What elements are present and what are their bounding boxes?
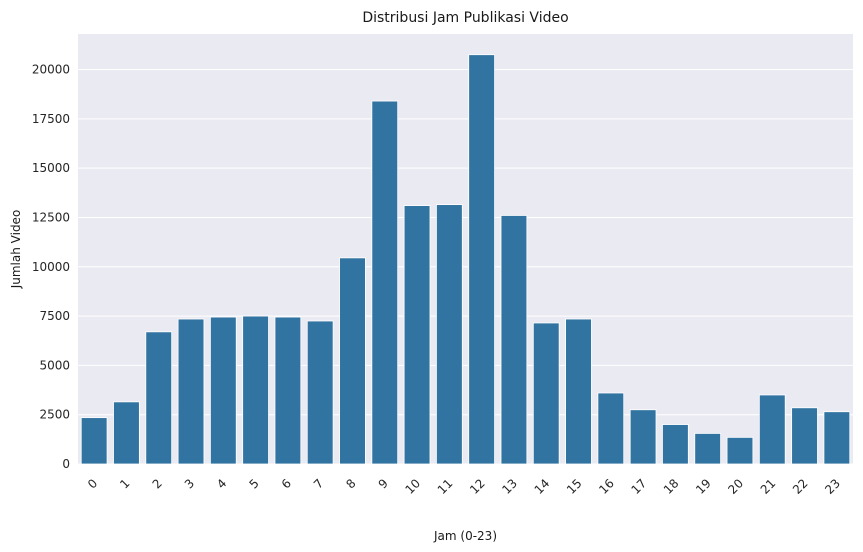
x-tick-label: 23 [822,476,843,497]
x-tick-label: 16 [596,476,617,497]
y-tick-label: 0 [62,457,70,471]
x-tick-label: 10 [402,476,423,497]
bar-hour-22 [791,407,818,465]
x-tick-labels: 0 1 2 3 4 5 6 7 8 9 10 11 12 13 14 15 16 17 18 19 20 21 22 23 [85,476,843,497]
bar-hour-7 [306,320,334,465]
x-tick-label: 1 [117,476,132,491]
x-tick-label: 13 [499,476,520,497]
x-tick-label: 11 [435,476,456,497]
bar-hour-2 [145,331,173,465]
plot-background [78,34,853,464]
chart-title: Distribusi Jam Publikasi Video [362,10,568,26]
bar-hour-17 [629,409,657,465]
y-tick-label: 10000 [32,260,70,274]
x-axis-label: Jam (0-23) [433,529,497,543]
y-tick-label: 12500 [32,210,70,224]
x-tick-label: 12 [467,476,488,497]
x-tick-label: 9 [376,476,391,491]
bar-hour-3 [177,318,205,465]
x-tick-label: 8 [343,476,358,491]
y-axis-label: Jumlah Video [9,210,23,290]
x-tick-label: 5 [246,476,261,491]
bar-hour-14 [532,322,560,465]
bar-hour-9 [371,100,399,465]
y-tick-label: 7500 [39,309,70,323]
bar-hour-1 [113,401,140,465]
x-tick-label: 17 [629,476,650,497]
x-tick-label: 14 [532,476,553,497]
bar-hour-11 [436,204,463,465]
bar-hour-13 [500,215,528,465]
x-tick-label: 22 [790,476,811,497]
x-tick-label: 7 [311,476,326,491]
bar-hour-20 [726,436,754,465]
bar-hour-18 [662,424,689,465]
x-tick-label: 20 [725,476,746,497]
bar-hour-0 [80,417,108,465]
bar-hour-21 [758,394,786,465]
bar-hour-19 [694,433,722,465]
x-tick-label: 0 [85,476,100,491]
x-tick-label: 18 [661,476,682,497]
x-tick-label: 4 [214,476,229,491]
y-tick-label: 15000 [32,161,70,175]
bar-hour-5 [242,315,269,465]
y-tick-label: 5000 [39,358,70,372]
grid-lines [78,69,853,465]
bars [80,54,851,465]
bar-hour-15 [565,318,592,465]
y-tick-label: 17500 [32,112,70,126]
y-tick-label: 20000 [32,63,70,77]
x-tick-label: 15 [564,476,585,497]
x-tick-label: 3 [182,476,197,491]
y-tick-label: 2500 [39,408,70,422]
bar-hour-16 [597,392,625,465]
x-tick-label: 19 [693,476,714,497]
x-tick-label: 2 [150,476,165,491]
x-tick-label: 6 [279,476,294,491]
bar-hour-8 [339,257,366,465]
bar-hour-10 [403,205,431,465]
y-tick-labels: 0 2500 5000 7500 10000 12500 15000 17500 20000 [32,63,70,471]
bar-hour-12 [468,54,495,465]
bar-hour-6 [274,316,302,465]
bar-hour-23 [823,411,851,465]
x-tick-label: 21 [758,476,779,497]
bar-hour-4 [209,316,237,465]
